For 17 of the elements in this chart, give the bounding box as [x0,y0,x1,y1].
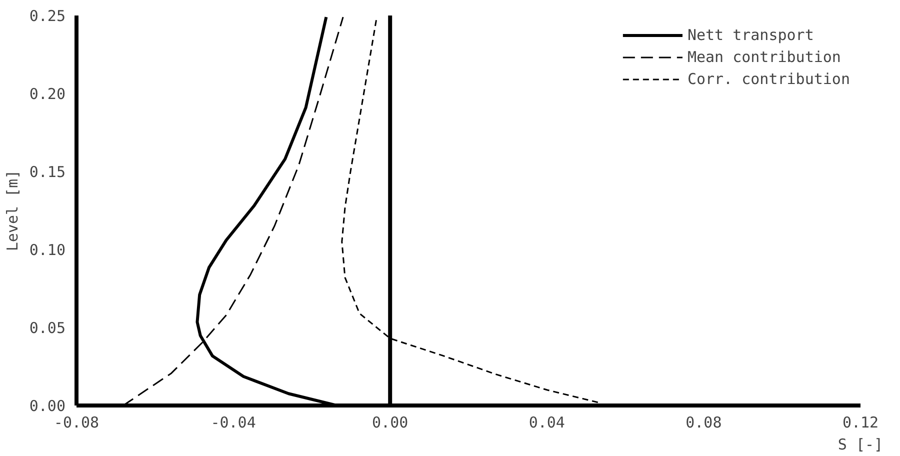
y-tick-label: 0.20 [29,85,66,103]
legend-label: Nett transport [687,26,814,44]
y-tick-label: 0.00 [29,397,66,415]
y-tick-label: 0.25 [29,7,66,25]
y-tick-label: 0.15 [29,163,66,181]
x-tick-label: 0.04 [528,414,565,432]
x-tick-label: -0.04 [210,414,256,432]
y-axis-title: Level [m] [3,170,22,252]
x-tick-label: 0.00 [372,414,408,432]
legend-label: Corr. contribution [687,70,850,88]
x-tick-label: -0.08 [54,414,100,432]
legend-label: Mean contribution [687,48,841,66]
y-tick-label: 0.05 [29,319,66,337]
x-axis-title: S [-] [838,436,884,454]
x-tick-label: 0.12 [842,414,879,432]
x-tick-label: 0.08 [686,414,722,432]
y-tick-label: 0.10 [29,241,66,259]
